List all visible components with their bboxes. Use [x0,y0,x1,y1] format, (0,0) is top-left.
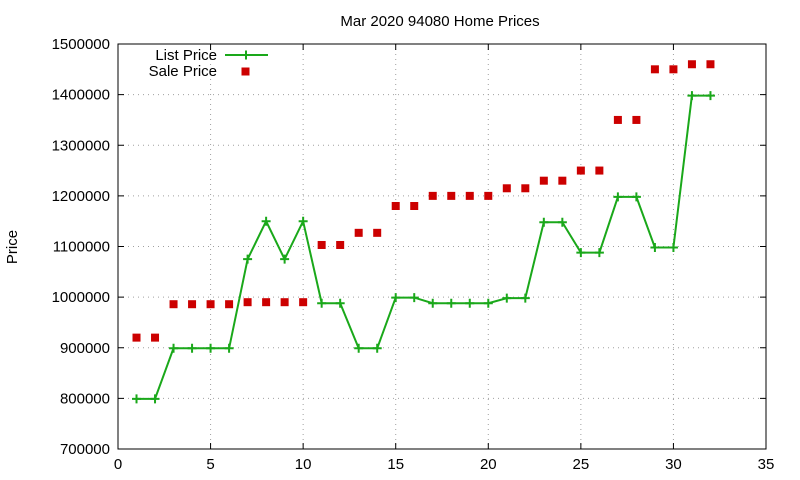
list-price-point [243,254,253,264]
sale-price-point [484,191,493,200]
legend-label-list-price: List Price [155,47,217,64]
list-price-point [650,243,660,253]
x-tick-label: 15 [387,456,404,473]
sale-price-series [132,60,715,342]
x-tick-labels: 0 5 10 15 20 25 30 35 [114,456,775,473]
y-tick-label: 700000 [60,441,110,458]
list-price-point [483,298,493,308]
x-tick-label: 25 [573,456,590,473]
list-price-point [391,293,401,303]
list-price-point [594,248,604,258]
sale-price-point [354,228,363,237]
sale-price-point [465,191,474,200]
list-price-point [668,243,678,253]
list-price-point [539,217,549,227]
list-price-point [520,293,530,303]
list-price-line [136,94,711,400]
sale-price-point [262,298,271,307]
sale-price-point [151,333,160,342]
sale-price-point [687,60,696,69]
list-price-point [224,343,234,353]
chart-title: Mar 2020 94080 Home Prices [340,13,539,30]
legend-marker-list-price [241,50,251,60]
list-price-point [613,192,623,202]
x-tick-label: 20 [480,456,497,473]
list-price-point [576,248,586,258]
sale-price-point [502,184,511,193]
sale-price-point [243,298,252,307]
sale-price-point [558,176,567,185]
sale-price-point [299,298,308,307]
list-price-point [372,343,382,353]
plot-frame [117,43,767,450]
list-price-point [206,343,216,353]
sale-price-point [447,191,456,200]
y-tick-label: 1200000 [52,188,110,205]
sale-price-point [336,240,345,249]
y-tick-label: 1300000 [52,137,110,154]
list-price-point [446,298,456,308]
sale-price-point [410,202,419,210]
list-price-point [354,343,364,353]
list-price-point [280,254,290,264]
y-tick-label: 1400000 [52,87,110,104]
y-tick-label: 900000 [60,340,110,357]
sale-price-point [595,166,604,175]
y-tick-label: 800000 [60,390,110,407]
list-price-series [132,91,715,404]
legend-label-sale-price: Sale Price [149,63,217,80]
axis-ticks [117,43,767,450]
list-price-point [150,394,160,404]
sale-price-point [521,184,530,193]
sale-price-point [280,298,289,307]
sale-price-point [188,300,197,309]
list-price-point [557,217,567,227]
y-tick-label: 1100000 [53,239,110,256]
list-price-point [335,298,345,308]
list-price-point [705,91,715,101]
y-tick-label: 1500000 [52,36,110,53]
list-price-point [502,293,512,303]
list-price-point [465,298,475,308]
x-tick-label: 30 [665,456,682,473]
sale-price-point [539,176,548,185]
sale-price-point [613,115,622,124]
list-price-point [409,293,419,303]
list-price-point [428,298,438,308]
sale-price-point [428,191,437,200]
sale-price-point [373,228,382,237]
y-tick-label: 1000000 [52,289,110,306]
legend-marker-sale-price [241,67,250,76]
list-price-point [261,216,271,226]
list-price-point [631,192,641,202]
sale-price-point [169,300,178,309]
list-price-point [132,394,142,404]
sale-price-point [669,65,678,74]
list-price-point [187,343,197,353]
sale-price-point [632,115,641,124]
list-price-point [169,343,179,353]
sale-price-point [706,60,715,69]
x-tick-label: 5 [206,456,214,473]
sale-price-point [576,166,585,175]
x-tick-label: 35 [758,456,775,473]
list-price-point [317,298,327,308]
y-tick-labels: 700000 800000 900000 1000000 1100000 1200000 1… [52,36,110,458]
list-price-point [298,216,308,226]
x-tick-label: 0 [114,456,122,473]
sale-price-point [225,300,234,309]
sale-price-point [317,240,326,249]
y-axis-label: Price [4,230,21,264]
sale-price-point [206,300,215,309]
sale-price-point [132,333,141,342]
x-tick-label: 10 [295,456,312,473]
list-price-point [687,91,697,101]
sale-price-point [391,202,400,210]
sale-price-point [650,65,659,74]
legend: List Price Sale Price [149,47,268,80]
